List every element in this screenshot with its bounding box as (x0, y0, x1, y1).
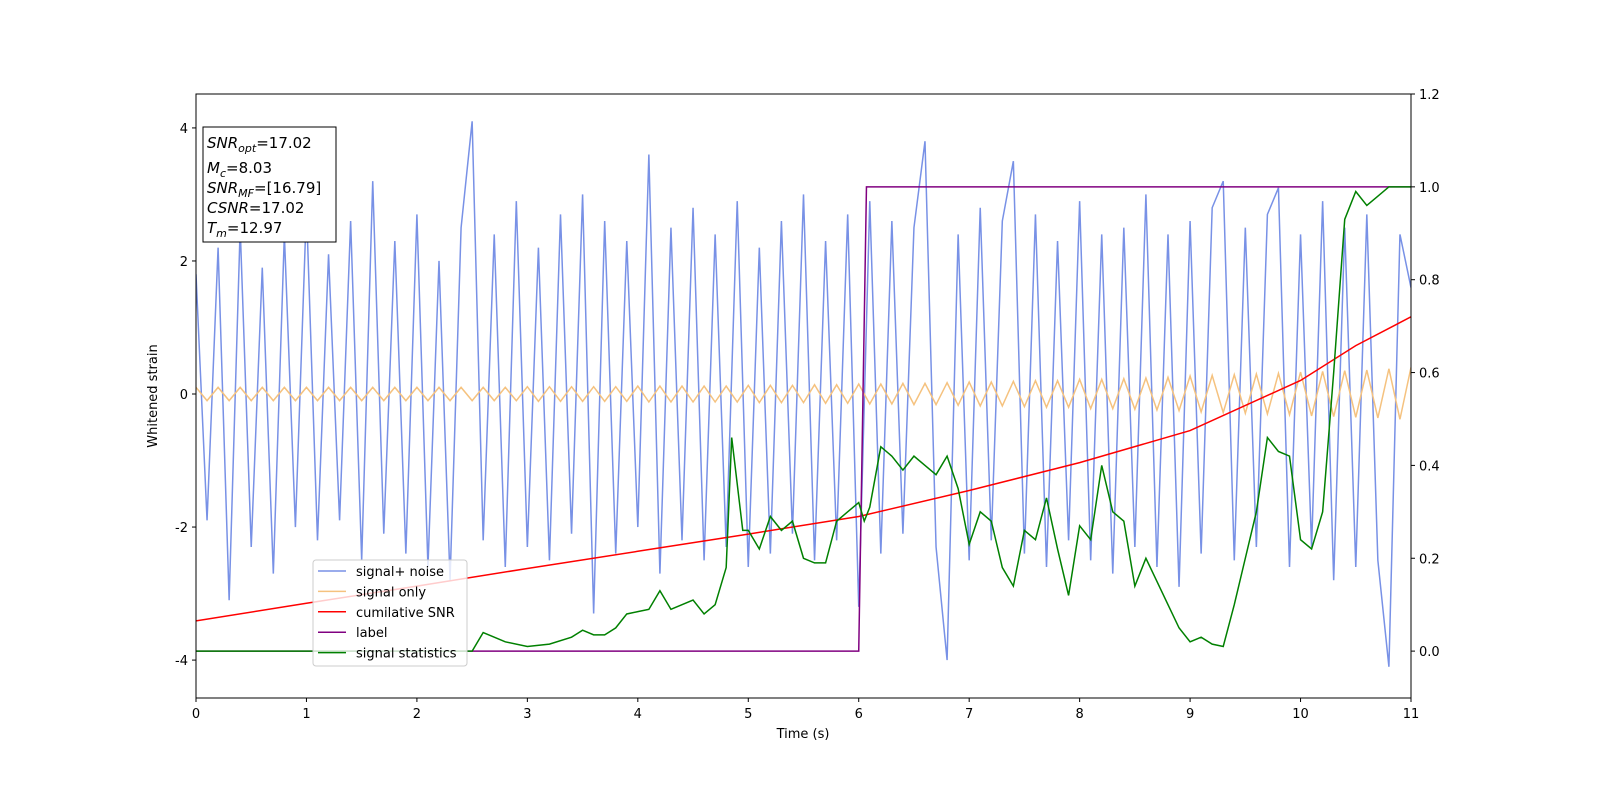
y2-tick-label: 0.4 (1419, 459, 1440, 474)
annotation-symbol: T (207, 219, 218, 237)
x-tick-label: 9 (1186, 707, 1194, 722)
x-tick-label: 7 (965, 707, 973, 722)
annotation: CSNR=17.02 (207, 199, 304, 217)
annotation-subscript: c (220, 167, 226, 180)
legend-label: signal statistics (356, 647, 457, 662)
annotation-value: =8.03 (226, 159, 272, 177)
annotation-subscript: opt (238, 142, 257, 155)
annotation-symbol: SNR (207, 179, 238, 197)
y2-tick-label: 0.8 (1419, 274, 1440, 289)
x-tick-label: 11 (1403, 707, 1420, 722)
x-tick-label: 3 (523, 707, 531, 722)
annotation-value: =12.97 (227, 219, 283, 237)
series-line (196, 367, 1411, 420)
y2-tick-label: 0.6 (1419, 367, 1440, 382)
y-tick-label: -2 (175, 521, 188, 536)
annotation: Tm=12.97 (207, 219, 282, 240)
x-tick-label: 10 (1292, 707, 1309, 722)
annotation-symbol: SNR (207, 134, 238, 152)
annotation: SNRopt=17.02 (207, 134, 312, 155)
annotation-subscript: m (216, 227, 227, 240)
legend-label: signal+ noise (356, 565, 444, 580)
annotation-symbol: M (207, 159, 220, 177)
y-tick-label: 0 (180, 388, 188, 403)
x-tick-label: 2 (413, 707, 421, 722)
annotation-box (202, 126, 337, 243)
x-tick-label: 0 (192, 707, 200, 722)
y2-tick-label: 1.2 (1419, 88, 1440, 103)
annotation-value: =[16.79] (254, 179, 321, 197)
y-tick-label: -4 (175, 654, 188, 669)
y-tick-label: 2 (180, 255, 188, 270)
x-tick-label: 5 (744, 707, 752, 722)
x-tick-label: 8 (1075, 707, 1083, 722)
series-line (196, 186, 1411, 652)
y2-tick-label: 1.0 (1419, 181, 1440, 196)
legend-label: cumilative SNR (356, 606, 455, 621)
x-tick-label: 4 (634, 707, 642, 722)
legend-label: signal only (356, 585, 426, 600)
y2-tick-label: 0.2 (1419, 552, 1440, 567)
x-tick-label: 1 (302, 707, 310, 722)
plot-frame (195, 93, 1412, 699)
legend-label: label (356, 626, 387, 641)
y-axis-label: Whitened strain (146, 344, 161, 447)
annotation-subscript: MF (238, 187, 254, 200)
x-axis-label: Time (s) (776, 727, 830, 742)
annotation-symbol: CSNR (207, 199, 249, 217)
annotation: Mc=8.03 (207, 159, 272, 180)
y2-tick-label: 0.0 (1419, 645, 1440, 660)
annotation: SNRMF=[16.79] (207, 179, 321, 200)
series-line (196, 186, 1411, 652)
legend-box (312, 559, 468, 667)
annotation-value: =17.02 (249, 199, 305, 217)
annotation-value: =17.02 (256, 134, 312, 152)
series-line (196, 121, 1411, 667)
x-tick-label: 6 (855, 707, 863, 722)
y-tick-label: 4 (180, 122, 188, 137)
